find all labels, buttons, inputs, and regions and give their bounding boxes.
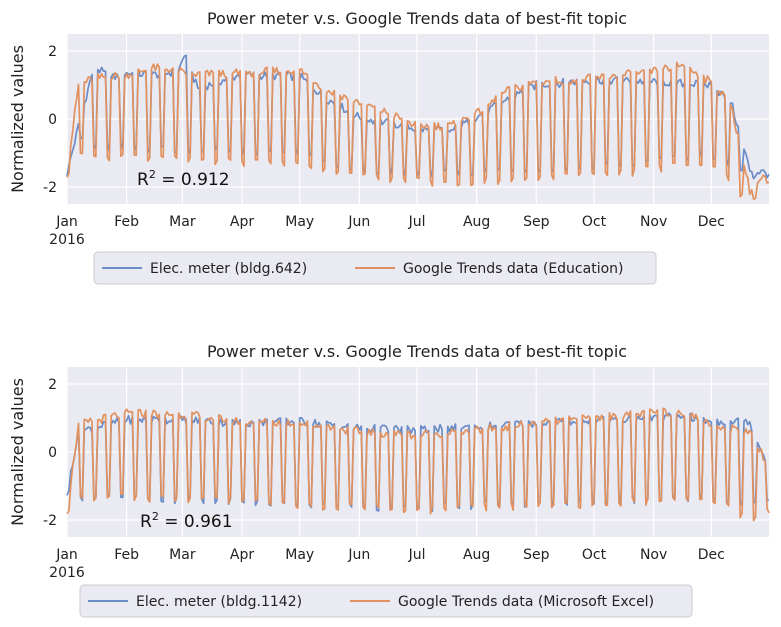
legend-label-1: Google Trends data (Microsoft Excel) [398,594,654,610]
x-tick-label: Feb [114,547,139,563]
legend-label-1: Google Trends data (Education) [403,261,624,277]
chart-top: Power meter v.s. Google Trends data of b… [8,9,770,285]
series-line-1 [66,407,770,522]
y-axis-label: Normalized values [8,45,27,193]
x-tick-year: 2016 [49,565,85,581]
x-tick-label: Apr [230,547,254,563]
grid-lines [66,367,769,537]
r2-value: = 0.912 [156,170,230,190]
r2-superscript: 2 [152,510,159,523]
y-tick-label: -2 [43,180,57,196]
y-tick-labels: 2 0 -2 [43,377,57,529]
chart-title: Power meter v.s. Google Trends data of b… [207,342,627,361]
x-tick-label: Apr [230,214,254,230]
x-tick-label: Jan [55,214,78,230]
x-tick-label: Sep [523,214,550,230]
x-tick-label: Jul [408,214,426,230]
y-tick-labels: 2 0 -2 [43,44,57,196]
x-tick-label: May [285,214,314,230]
x-tick-label: Feb [114,214,139,230]
x-tick-label: Jun [347,214,370,230]
series-line-1 [66,61,770,201]
x-tick-label: Dec [698,547,725,563]
chart-title: Power meter v.s. Google Trends data of b… [207,9,627,28]
chart-bottom: Power meter v.s. Google Trends data of b… [8,342,770,618]
x-tick-label: Mar [169,214,196,230]
r2-value: = 0.961 [159,512,233,532]
legend-label-0: Elec. meter (bldg.1142) [136,594,302,610]
x-tick-label: Jan [55,547,78,563]
x-tick-label: Jun [347,547,370,563]
x-tick-label: Oct [582,214,607,230]
y-tick-label: 2 [48,44,57,60]
x-tick-label: Dec [698,214,725,230]
x-tick-label: Aug [463,214,490,230]
series-group [66,407,770,522]
x-tick-labels: Jan Feb Mar Apr May Jun Jul Aug Sep Oct Nov Dec [55,547,725,563]
y-tick-label: -2 [43,513,57,529]
x-tick-label: Nov [640,547,667,563]
y-tick-label: 0 [48,112,57,128]
legend: Elec. meter (bldg.1142) Google Trends da… [79,584,693,618]
legend-label-0: Elec. meter (bldg.642) [150,261,307,277]
x-tick-label: Jul [408,547,426,563]
x-tick-label: Nov [640,214,667,230]
x-tick-labels: Jan Feb Mar Apr May Jun Jul Aug Sep Oct Nov Dec [55,214,725,230]
x-tick-label: May [285,547,314,563]
y-tick-label: 0 [48,445,57,461]
legend: Elec. meter (bldg.642) Google Trends dat… [93,251,657,285]
y-tick-label: 2 [48,377,57,393]
x-tick-label: Aug [463,547,490,563]
r2-base: R [137,170,149,190]
r-squared-annotation: R2 = 0.912 [137,168,230,190]
r-squared-annotation: R2 = 0.961 [140,510,233,532]
series-line-0 [66,54,770,180]
y-axis-label: Normalized values [8,378,27,526]
r2-superscript: 2 [149,168,156,181]
x-tick-label: Oct [582,547,607,563]
x-tick-label: Sep [523,547,550,563]
series-group [66,54,770,201]
r2-base: R [140,512,152,532]
x-tick-year: 2016 [49,232,85,248]
x-tick-label: Mar [169,547,196,563]
